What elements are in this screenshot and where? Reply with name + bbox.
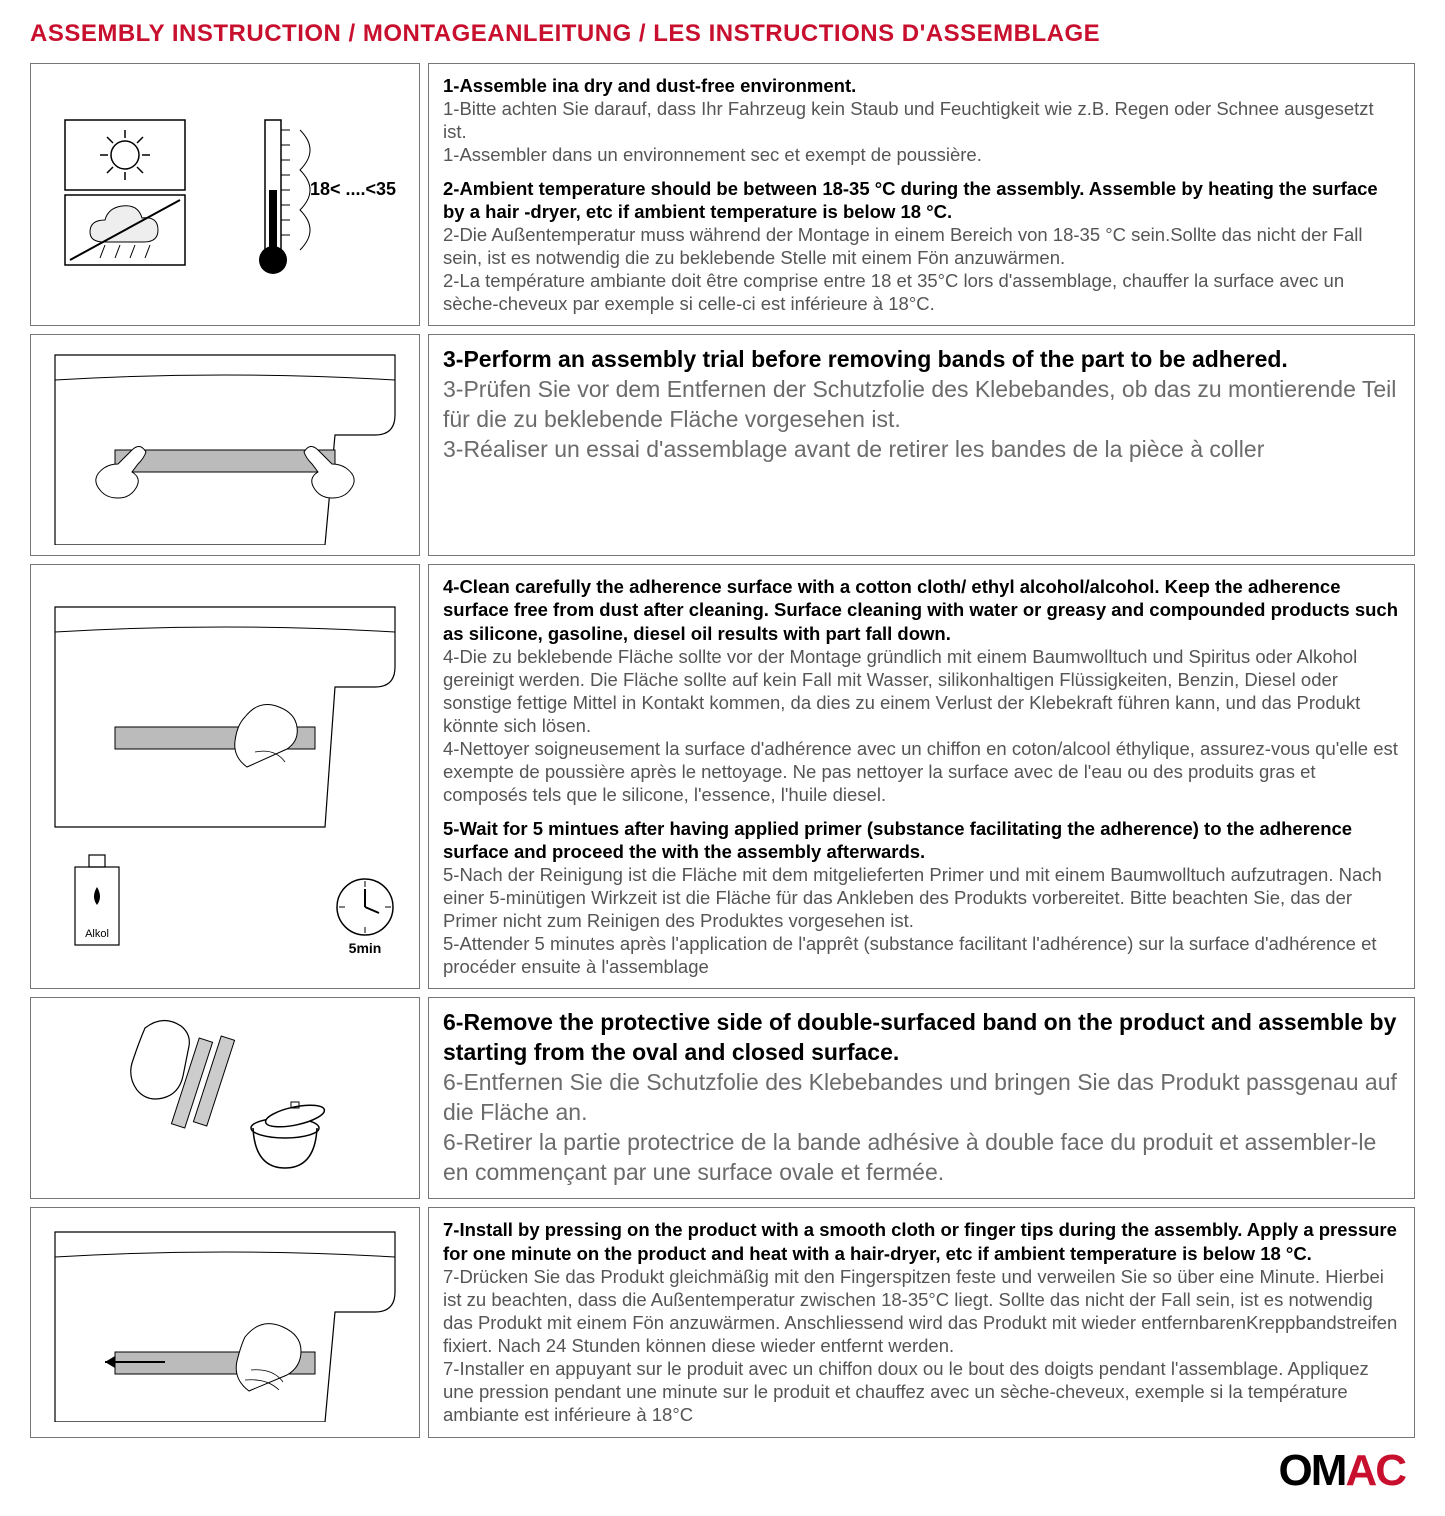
step-5-de: 5-Nach der Reinigung ist die Fläche mit …: [443, 863, 1400, 932]
step-3-de: 3-Prüfen Sie vor dem Entfernen der Schut…: [443, 375, 1400, 435]
step-7-de: 7-Drücken Sie das Produkt gleichmäßig mi…: [443, 1265, 1400, 1358]
step-3-lead: 3-Perform an assembly trial before remov…: [443, 345, 1400, 375]
step-1-2-figure: 18< ....<35 C: [30, 63, 420, 326]
step-7-text: 7-Install by pressing on the product wit…: [428, 1207, 1415, 1437]
step-4-fr: 4-Nettoyer soigneusement la surface d'ad…: [443, 737, 1400, 806]
step-7-lead: 7-Install by pressing on the product wit…: [443, 1218, 1400, 1264]
peel-tape-icon: [85, 1008, 365, 1188]
svg-text:5min: 5min: [349, 940, 382, 956]
logo-part-1: OM: [1279, 1446, 1346, 1495]
page-title: ASSEMBLY INSTRUCTION / MONTAGEANLEITUNG …: [30, 20, 1415, 48]
step-7-figure: [30, 1207, 420, 1437]
step-3-row: 3-Perform an assembly trial before remov…: [30, 334, 1415, 556]
step-6-row: 6-Remove the protective side of double-s…: [30, 997, 1415, 1199]
svg-text:Alkol: Alkol: [85, 928, 109, 940]
temp-range-label: 18< ....<35 C: [310, 179, 400, 199]
step-6-figure: [30, 997, 420, 1199]
step-2-lead: 2-Ambient temperature should be between …: [443, 177, 1400, 223]
step-2-de: 2-Die Außentemperatur muss während der M…: [443, 223, 1400, 269]
step-4-5-text: 4-Clean carefully the adherence surface …: [428, 564, 1415, 989]
step-5-lead: 5-Wait for 5 mintues after having applie…: [443, 817, 1400, 863]
brand-logo: OMAC: [30, 1446, 1415, 1496]
press-install-icon: [45, 1222, 405, 1422]
step-4-5-figure: Alkol 5min: [30, 564, 420, 989]
step-1-2-text: 1-Assemble ina dry and dust-free environ…: [428, 63, 1415, 326]
step-4-5-row: Alkol 5min 4-Clean carefully the adheren…: [30, 564, 1415, 989]
temperature-icon: 18< ....<35 C: [50, 100, 400, 290]
step-7-fr: 7-Installer en appuyant sur le produit a…: [443, 1357, 1400, 1426]
step-1-de: 1-Bitte achten Sie darauf, dass Ihr Fahr…: [443, 97, 1400, 143]
step-6-de: 6-Entfernen Sie die Schutzfolie des Kleb…: [443, 1068, 1400, 1128]
step-3-figure: [30, 334, 420, 556]
step-2-fr: 2-La température ambiante doit être comp…: [443, 269, 1400, 315]
step-1-2-row: 18< ....<35 C 1-Assemble ina dry and dus…: [30, 63, 1415, 326]
clean-wait-icon: Alkol 5min: [45, 597, 405, 957]
step-6-fr: 6-Retirer la partie protectrice de la ba…: [443, 1128, 1400, 1188]
step-4-lead: 4-Clean carefully the adherence surface …: [443, 575, 1400, 644]
logo-part-2: AC: [1345, 1446, 1405, 1495]
step-5-fr: 5-Attender 5 minutes après l'application…: [443, 932, 1400, 978]
step-6-text: 6-Remove the protective side of double-s…: [428, 997, 1415, 1199]
step-3-fr: 3-Réaliser un essai d'assemblage avant d…: [443, 435, 1400, 465]
step-7-row: 7-Install by pressing on the product wit…: [30, 1207, 1415, 1437]
step-1-fr: 1-Assembler dans un environnement sec et…: [443, 143, 1400, 166]
step-4-de: 4-Die zu beklebende Fläche sollte vor de…: [443, 645, 1400, 738]
step-3-text: 3-Perform an assembly trial before remov…: [428, 334, 1415, 556]
step-1-lead: 1-Assemble ina dry and dust-free environ…: [443, 74, 1400, 97]
step-6-lead: 6-Remove the protective side of double-s…: [443, 1008, 1400, 1068]
trial-fit-icon: [45, 345, 405, 545]
